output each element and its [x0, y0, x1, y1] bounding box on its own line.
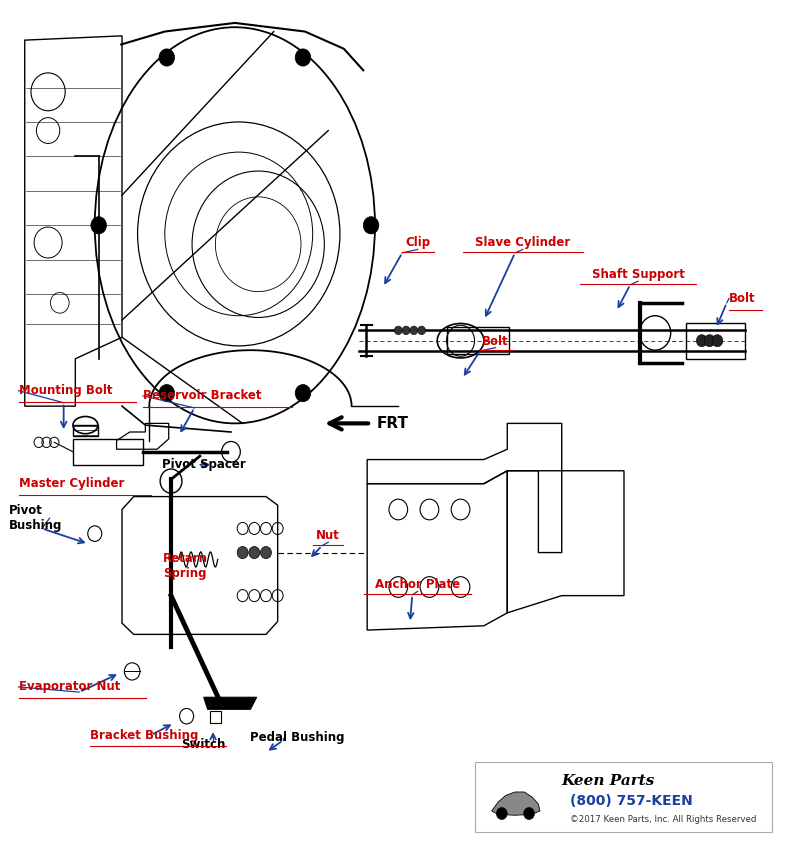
- Circle shape: [712, 334, 723, 346]
- Circle shape: [159, 49, 174, 67]
- Circle shape: [249, 547, 260, 559]
- Polygon shape: [204, 697, 257, 709]
- Text: Bolt: Bolt: [482, 334, 509, 347]
- Circle shape: [704, 334, 715, 346]
- Text: Slave Cylinder: Slave Cylinder: [475, 237, 570, 250]
- Circle shape: [237, 547, 248, 559]
- Text: Reservoir Bracket: Reservoir Bracket: [143, 390, 262, 403]
- Text: FRT: FRT: [377, 416, 409, 431]
- Circle shape: [496, 808, 507, 820]
- Circle shape: [261, 547, 271, 559]
- Text: (800) 757-KEEN: (800) 757-KEEN: [570, 794, 692, 808]
- Bar: [474, 762, 772, 833]
- Text: Anchor Plate: Anchor Plate: [375, 578, 460, 591]
- Text: Nut: Nut: [316, 530, 340, 543]
- Circle shape: [418, 326, 426, 334]
- Circle shape: [295, 384, 310, 402]
- Circle shape: [159, 384, 174, 402]
- Circle shape: [410, 326, 418, 334]
- Text: Mounting Bolt: Mounting Bolt: [18, 384, 112, 397]
- Text: Bracket Bushing: Bracket Bushing: [90, 728, 198, 741]
- Text: Master Cylinder: Master Cylinder: [18, 477, 124, 490]
- Bar: [73, 439, 143, 465]
- Circle shape: [91, 217, 106, 234]
- Circle shape: [523, 808, 534, 820]
- Circle shape: [363, 217, 379, 234]
- Text: Switch: Switch: [182, 738, 226, 751]
- Text: ©2017 Keen Parts, Inc. All Rights Reserved: ©2017 Keen Parts, Inc. All Rights Reserv…: [570, 815, 756, 824]
- Text: Shaft Support: Shaft Support: [591, 269, 685, 282]
- Text: Pivot Spacer: Pivot Spacer: [162, 458, 246, 471]
- Text: Pedal Bushing: Pedal Bushing: [250, 731, 345, 744]
- Polygon shape: [492, 792, 540, 816]
- Bar: [686, 322, 745, 359]
- Text: Evaporator Nut: Evaporator Nut: [18, 681, 120, 694]
- Circle shape: [295, 49, 310, 67]
- Text: Bolt: Bolt: [729, 292, 756, 305]
- Bar: [210, 711, 221, 723]
- Text: Retarn
Spring: Retarn Spring: [163, 552, 208, 581]
- Bar: [446, 327, 509, 354]
- Bar: [73, 425, 98, 436]
- Circle shape: [696, 334, 707, 346]
- Circle shape: [394, 326, 402, 334]
- Text: Clip: Clip: [405, 237, 430, 250]
- Text: Keen Parts: Keen Parts: [562, 774, 655, 788]
- Circle shape: [402, 326, 410, 334]
- Text: Pivot
Bushing: Pivot Bushing: [9, 504, 62, 532]
